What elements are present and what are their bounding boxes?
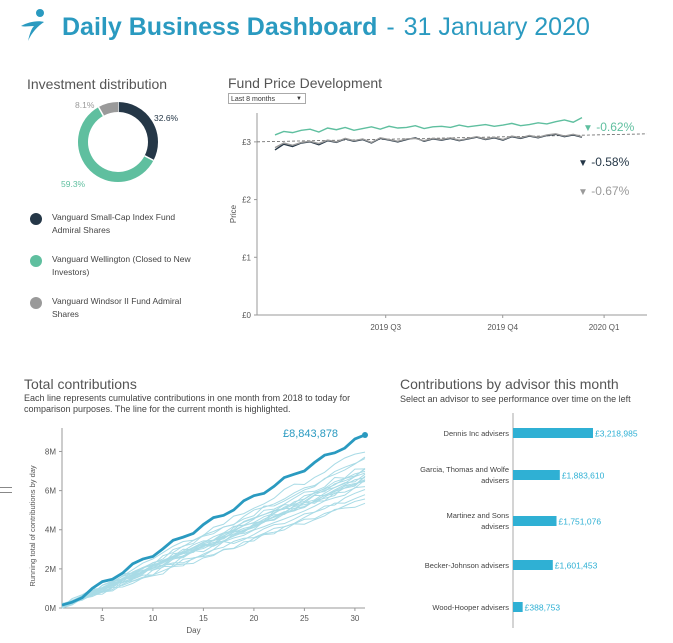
pct-label-smallcap: ▼ -0.58% [578, 155, 630, 169]
advisor-name-label: Becker-Johnson advisers [425, 561, 509, 570]
advisor-bar[interactable] [513, 516, 557, 526]
price-series-line[interactable] [274, 116, 583, 136]
chevron-down-icon: ▼ [296, 96, 302, 102]
x-axis-label: Day [186, 626, 200, 635]
month-line [61, 486, 366, 606]
y-tick-label: 4M [45, 526, 56, 535]
legend-dot [30, 255, 42, 267]
advisor-name-label: advisers [481, 522, 509, 531]
investment-donut[interactable]: 32.6% 59.3% 8.1% [55, 95, 195, 195]
advisor-name-label: advisers [481, 476, 509, 485]
advisor-bar-value: £1,601,453 [555, 561, 598, 571]
donut-slice-label: 59.3% [61, 179, 86, 189]
advisor-name-label: Wood-Hooper advisers [432, 603, 509, 612]
page-title: Daily Business Dashboard - 31 January 20… [62, 13, 590, 42]
advisor-bar[interactable] [513, 560, 553, 570]
x-tick-label: 15 [199, 614, 208, 623]
legend-label: Vanguard Small-Cap Index Fund Admiral Sha… [52, 212, 176, 235]
donut-slice[interactable] [78, 107, 154, 182]
y-tick-label: £1 [242, 253, 251, 262]
x-tick-label: 25 [300, 614, 309, 623]
pct-label-windsor: ▼ -0.67% [578, 184, 630, 198]
down-arrow-icon: ▼ [583, 123, 593, 134]
splitter-handle[interactable] [0, 487, 12, 488]
advisor-bar-value: £1,883,610 [562, 471, 605, 481]
y-axis-label: Running total of contributions by day [28, 465, 37, 587]
month-line [61, 479, 366, 605]
y-tick-label: 2M [45, 565, 56, 574]
x-tick-label: 30 [350, 614, 359, 623]
x-tick-label: 2019 Q3 [370, 323, 401, 332]
legend-dot [30, 213, 42, 225]
donut-slice-gap [97, 106, 105, 117]
highlight-month-line[interactable] [61, 433, 366, 607]
y-tick-label: 6M [45, 487, 56, 496]
y-tick-label: 8M [45, 447, 56, 456]
advisor-name-label: Martinez and Sons [446, 511, 509, 520]
donut-slice-label: 8.1% [75, 100, 95, 110]
month-line [61, 451, 366, 608]
advisor-bar-value: £3,218,985 [595, 429, 638, 439]
y-tick-label: 0M [45, 604, 56, 613]
donut-slice-label: 32.6% [154, 113, 179, 123]
advisor-bar[interactable] [513, 602, 523, 612]
legend-label: Vanguard Windsor II Fund Admiral Shares [52, 296, 182, 319]
total-contrib-chart[interactable]: 0M 2M 4M 6M 8M 5 10 15 20 25 30 Day Running total of… [0, 420, 372, 640]
advisor-name-label: Dennis Inc advisers [444, 429, 510, 438]
y-axis-label: Price [229, 204, 238, 223]
legend-dot [30, 297, 42, 309]
month-line [61, 458, 366, 608]
down-arrow-icon: ▼ [578, 187, 588, 198]
month-line [61, 489, 366, 605]
highlight-end-marker [362, 431, 368, 438]
advisor-name-label: Garcia, Thomas and Wolfe [420, 465, 509, 474]
x-tick-label: 2020 Q1 [589, 323, 620, 332]
advisor-bar[interactable] [513, 428, 593, 438]
x-tick-label: 20 [249, 614, 258, 623]
total-contrib-title: Total contributions [24, 376, 137, 392]
x-tick-label: 10 [148, 614, 157, 623]
advisor-bar[interactable] [513, 470, 560, 480]
fund-price-title: Fund Price Development [228, 75, 383, 91]
month-line [61, 473, 366, 608]
advisor-subtitle: Select an advisor to see performance ove… [400, 394, 631, 404]
advisor-title: Contributions by advisor this month [400, 376, 619, 392]
y-tick-label: £0 [242, 311, 251, 320]
donut-slice-gap [144, 155, 154, 162]
advisor-bar-value: £1,751,076 [559, 517, 602, 527]
highlight-end-label: £8,843,878 [283, 428, 339, 440]
period-dropdown[interactable]: Last 8 months ▼ [228, 93, 306, 104]
logo-icon [21, 9, 44, 41]
x-tick-label: 5 [100, 614, 105, 623]
page-title-separator: - [386, 13, 395, 41]
period-dropdown-value: Last 8 months [231, 96, 275, 103]
advisor-bar-chart[interactable]: £3,218,985 Dennis Inc advisers £1,883,610 G… [396, 408, 671, 633]
advisor-bar-value: £388,753 [525, 603, 561, 613]
fund-price-chart[interactable]: £0 £1 £2 £3 Price 2019 Q3 2019 Q4 2020 Q1 [222, 108, 667, 338]
month-line [61, 498, 366, 609]
splitter-handle[interactable] [0, 492, 12, 493]
x-tick-label: 2019 Q4 [487, 323, 518, 332]
legend-label: Vanguard Wellington (Closed to New Invest… [52, 254, 191, 277]
page-title-main: Daily Business Dashboard [62, 13, 378, 41]
total-contrib-subtitle: Each line represents cumulative contribu… [24, 393, 351, 414]
donut-slice[interactable] [98, 102, 119, 116]
y-tick-label: £2 [242, 196, 251, 205]
price-series-line[interactable] [274, 133, 583, 149]
donut-slice[interactable] [117, 102, 158, 161]
y-tick-label: £3 [242, 138, 251, 147]
month-line [61, 468, 366, 609]
down-arrow-icon: ▼ [578, 158, 588, 169]
investment-title: Investment distribution [27, 76, 168, 92]
month-line [61, 468, 366, 609]
pct-label-wellington: ▼ -0.62% [583, 120, 635, 134]
page-title-date: 31 January 2020 [403, 13, 590, 41]
